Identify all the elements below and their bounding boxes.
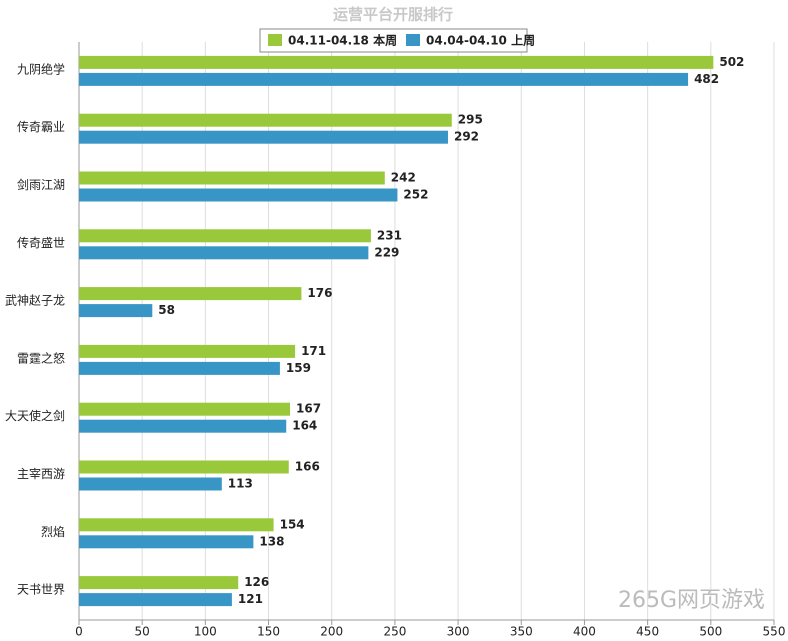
y-tick-label: 传奇盛世 <box>17 235 65 250</box>
y-tick-label: 主宰西游 <box>17 466 65 481</box>
bar <box>79 460 289 474</box>
x-tick-label: 300 <box>447 625 470 639</box>
value-label: 164 <box>292 419 317 433</box>
chart-title: 运营平台开服排行 <box>333 6 453 24</box>
value-label: 242 <box>391 171 416 185</box>
y-tick-label: 天书世界 <box>17 583 65 597</box>
bar <box>79 188 398 202</box>
watermark: 265G网页游戏 <box>618 588 765 613</box>
bar <box>79 402 291 416</box>
bar <box>79 130 448 144</box>
x-tick-label: 500 <box>699 625 722 639</box>
value-label: 231 <box>377 228 402 242</box>
x-tick-label: 350 <box>510 625 533 639</box>
value-label: 502 <box>719 55 744 69</box>
legend-label: 04.11-04.18 本周 <box>288 33 397 48</box>
bar <box>79 72 689 86</box>
value-label: 167 <box>296 402 321 416</box>
bar <box>79 171 385 185</box>
x-tick-label: 0 <box>75 625 83 639</box>
value-label: 113 <box>228 477 253 491</box>
value-label: 159 <box>286 361 311 375</box>
x-tick-label: 400 <box>573 625 596 639</box>
value-label: 252 <box>403 188 428 202</box>
legend-swatch <box>268 34 282 46</box>
y-tick-label: 大天使之剑 <box>5 408 65 423</box>
x-tick-label: 450 <box>636 625 659 639</box>
value-label: 295 <box>458 113 483 127</box>
bar <box>79 576 239 590</box>
legend-swatch <box>406 34 420 46</box>
y-tick-label: 武神赵子龙 <box>5 294 65 308</box>
bar <box>79 535 254 549</box>
bar <box>79 593 232 607</box>
bar <box>79 361 280 375</box>
bar <box>79 246 369 260</box>
value-label: 166 <box>295 460 320 474</box>
bar <box>79 518 274 532</box>
bar <box>79 229 371 243</box>
x-tick-label: 550 <box>763 625 786 639</box>
value-label: 292 <box>454 130 479 144</box>
x-tick-label: 150 <box>257 625 280 639</box>
value-label: 171 <box>301 344 326 358</box>
value-label: 176 <box>307 286 332 300</box>
bar <box>79 304 153 318</box>
y-tick-label: 九阴绝学 <box>17 61 65 76</box>
value-label: 154 <box>280 517 305 531</box>
bar <box>79 55 714 69</box>
x-tick-label: 100 <box>194 625 217 639</box>
x-tick-label: 50 <box>135 625 150 639</box>
value-label: 126 <box>244 575 269 589</box>
value-label: 138 <box>259 534 284 548</box>
value-label: 482 <box>694 72 719 86</box>
x-tick-label: 200 <box>320 625 343 639</box>
y-tick-label: 传奇霸业 <box>17 119 65 134</box>
value-label: 58 <box>158 303 175 317</box>
value-label: 121 <box>238 592 263 606</box>
bar <box>79 344 296 358</box>
value-label: 229 <box>374 245 399 259</box>
x-tick-label: 250 <box>383 625 406 639</box>
y-tick-label: 烈焰 <box>41 524 65 539</box>
bar <box>79 419 287 433</box>
bar <box>79 287 302 301</box>
bar <box>79 477 222 491</box>
y-tick-label: 剑雨江湖 <box>17 177 65 192</box>
bar <box>79 113 452 127</box>
legend-label: 04.04-04.10 上周 <box>426 33 535 48</box>
legend-box <box>259 28 528 53</box>
y-tick-label: 雷霆之怒 <box>17 350 65 365</box>
